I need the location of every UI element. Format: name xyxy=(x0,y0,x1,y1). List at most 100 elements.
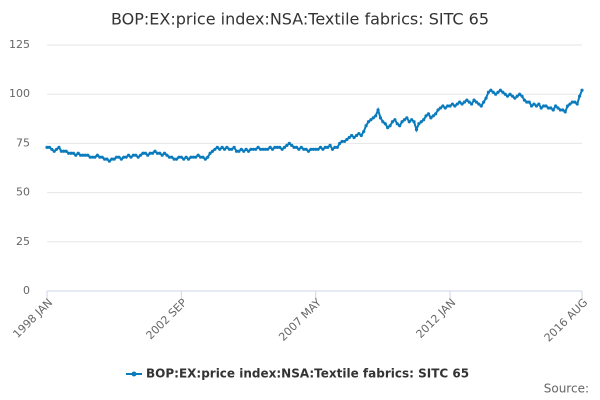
data-point xyxy=(102,157,107,161)
data-point xyxy=(225,145,229,149)
data-point xyxy=(266,147,270,151)
data-point xyxy=(230,147,234,151)
data-point xyxy=(45,145,49,149)
data-point xyxy=(580,88,584,92)
data-point xyxy=(515,94,519,98)
data-point xyxy=(554,104,558,108)
data-point xyxy=(338,141,342,145)
data-point xyxy=(544,104,548,108)
data-point xyxy=(410,118,414,122)
data-point xyxy=(352,135,356,140)
data-point xyxy=(112,157,116,161)
data-point xyxy=(498,88,503,92)
data-point xyxy=(62,149,66,153)
data-point xyxy=(290,143,294,147)
data-point xyxy=(282,145,287,149)
data-point xyxy=(98,155,102,159)
data-point xyxy=(539,106,543,110)
data-point xyxy=(268,145,272,149)
data-point xyxy=(213,147,217,151)
chart-title: BOP:EX:price index:NSA:Textile fabrics: … xyxy=(111,10,489,29)
data-point xyxy=(114,155,119,159)
x-tick-label: 2016 AUG xyxy=(542,296,591,345)
data-point xyxy=(83,153,87,157)
y-tick-label: 75 xyxy=(16,136,30,149)
data-point xyxy=(357,131,361,136)
data-point xyxy=(273,145,277,149)
data-point xyxy=(258,147,263,151)
data-point xyxy=(69,151,73,155)
data-point xyxy=(201,155,205,159)
data-point xyxy=(376,108,380,112)
data-point xyxy=(129,155,133,159)
data-point xyxy=(369,118,373,122)
data-point xyxy=(119,157,123,161)
data-point xyxy=(570,100,575,104)
data-point xyxy=(124,155,128,159)
data-point xyxy=(232,145,236,149)
y-tick-label: 100 xyxy=(9,87,30,100)
data-point xyxy=(95,153,99,157)
data-point xyxy=(525,100,529,104)
data-point xyxy=(472,98,476,102)
data-point xyxy=(90,155,95,159)
data-point xyxy=(150,151,155,155)
data-point xyxy=(494,92,498,96)
data-point xyxy=(64,149,68,153)
data-point xyxy=(297,147,301,151)
data-point xyxy=(429,116,433,120)
y-tick-label: 125 xyxy=(9,38,30,51)
data-point xyxy=(278,145,282,149)
data-point xyxy=(263,147,267,151)
data-point xyxy=(438,106,443,110)
data-point xyxy=(165,153,169,157)
data-point xyxy=(546,106,551,110)
data-point xyxy=(138,153,143,157)
x-tick-label: 2012 JAN xyxy=(414,296,459,341)
data-point xyxy=(518,92,522,96)
data-point xyxy=(330,147,335,151)
data-point xyxy=(107,159,111,163)
data-point xyxy=(460,102,464,106)
data-point xyxy=(239,147,243,151)
y-tick-label: 50 xyxy=(16,186,30,199)
data-point xyxy=(126,153,131,157)
data-point xyxy=(86,153,90,157)
data-point xyxy=(81,153,85,157)
data-point xyxy=(287,141,291,145)
series-line xyxy=(47,88,583,163)
data-point xyxy=(222,147,227,151)
y-tick-label: 0 xyxy=(23,284,30,297)
data-point xyxy=(508,92,512,96)
data-point xyxy=(184,155,188,159)
data-point xyxy=(563,110,567,114)
data-point xyxy=(386,126,390,130)
data-point xyxy=(484,96,488,100)
data-point xyxy=(57,145,61,149)
data-point xyxy=(417,122,421,126)
data-point xyxy=(110,157,114,161)
data-point xyxy=(105,157,109,161)
data-point xyxy=(172,157,176,161)
data-point xyxy=(470,102,474,106)
data-point xyxy=(532,102,536,106)
data-point xyxy=(251,147,255,151)
data-point xyxy=(443,106,447,110)
data-point xyxy=(549,106,553,110)
data-point xyxy=(275,145,279,149)
data-point xyxy=(198,155,203,159)
data-point xyxy=(474,100,479,104)
data-point xyxy=(534,104,539,108)
data-point xyxy=(551,108,555,112)
data-point xyxy=(503,92,507,96)
data-point xyxy=(414,128,419,132)
data-point xyxy=(496,90,500,94)
data-point xyxy=(294,145,299,149)
data-point xyxy=(162,151,167,155)
data-point xyxy=(146,153,150,157)
data-point xyxy=(573,100,577,104)
data-point xyxy=(467,100,471,104)
data-point xyxy=(561,108,565,112)
data-point xyxy=(398,124,402,128)
